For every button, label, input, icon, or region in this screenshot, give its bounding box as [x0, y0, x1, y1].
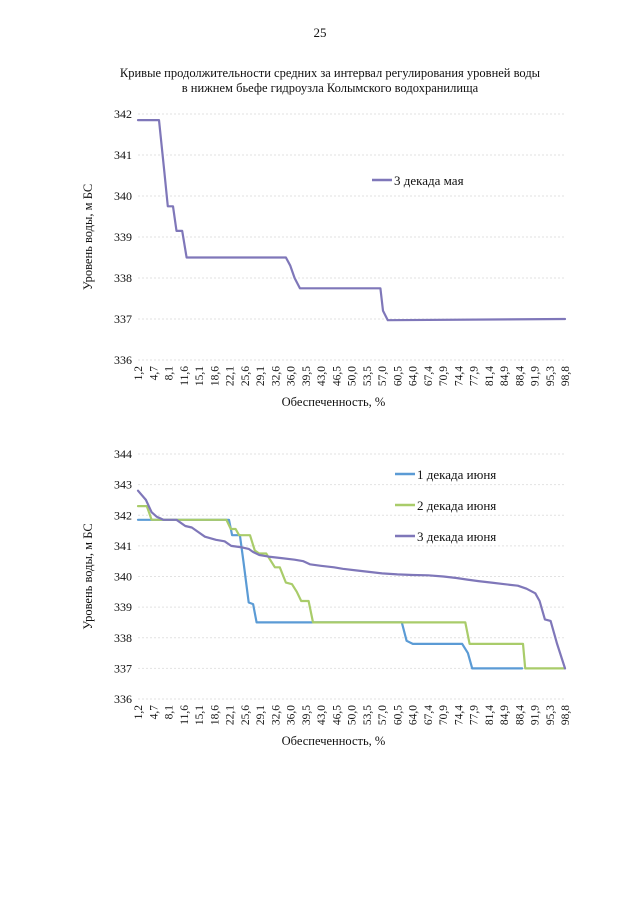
- y-tick-label: 337: [114, 312, 132, 326]
- y-tick-label: 341: [114, 148, 132, 162]
- x-tick-label: 81,4: [484, 366, 496, 386]
- x-tick-label: 18,6: [209, 705, 221, 725]
- y-tick-label: 339: [114, 230, 132, 244]
- series-line: [136, 119, 567, 322]
- x-tick-label: 88,4: [514, 705, 526, 725]
- x-tick-label: 53,5: [362, 705, 374, 725]
- x-tick-label: 53,5: [362, 366, 374, 386]
- x-tick-label: 32,6: [270, 366, 282, 386]
- x-axis-title: Обеспеченность, %: [282, 734, 386, 748]
- x-tick-label: 67,4: [423, 366, 435, 386]
- x-tick-label: 1,2: [133, 366, 145, 381]
- series-line: [136, 505, 567, 670]
- x-tick-label: 50,0: [347, 705, 359, 725]
- x-tick-label: 43,0: [316, 705, 328, 725]
- y-tick-label: 343: [114, 478, 132, 492]
- x-tick-label: 95,3: [545, 366, 557, 386]
- x-tick-label: 22,1: [225, 705, 237, 725]
- x-tick-label: 57,0: [377, 366, 389, 386]
- y-tick-label: 338: [114, 271, 132, 285]
- y-tick-label: 340: [114, 570, 132, 584]
- legend-label: 3 декада мая: [394, 173, 464, 188]
- x-tick-label: 57,0: [377, 705, 389, 725]
- x-tick-label: 46,5: [331, 366, 343, 386]
- chart-title-line2: в нижнем бьефе гидроузла Колымского водо…: [181, 81, 479, 95]
- x-axis-title: Обеспеченность, %: [282, 395, 386, 409]
- chart-may: 336 337 338 339 340 341 342 1,2 4,7 8,1 11,6 15,1 18…: [81, 107, 572, 409]
- legend-label: 1 декада июня: [417, 467, 496, 482]
- x-tick-label: 15,1: [194, 366, 206, 386]
- x-tick-label: 8,1: [164, 366, 176, 381]
- x-tick-label: 88,4: [514, 366, 526, 386]
- x-tick-label: 84,9: [499, 366, 511, 386]
- x-tick-label: 36,0: [286, 366, 298, 386]
- x-tick-label: 25,6: [240, 705, 252, 725]
- x-tick-label: 91,9: [530, 366, 542, 386]
- y-tick-label: 341: [114, 539, 132, 553]
- x-tick-label: 95,3: [545, 705, 557, 725]
- x-tick-label: 74,4: [453, 366, 465, 386]
- x-tick-label: 11,6: [179, 705, 191, 725]
- x-tick-label: 81,4: [484, 705, 496, 725]
- x-tick-label: 67,4: [423, 705, 435, 725]
- x-tick-label: 70,9: [438, 705, 450, 725]
- x-tick-label: 11,6: [179, 366, 191, 386]
- y-tick-label: 340: [114, 189, 132, 203]
- x-tick-label: 64,0: [408, 366, 420, 386]
- legend-label: 3 декада июня: [417, 529, 496, 544]
- x-tick-label: 8,1: [164, 705, 176, 720]
- x-tick-label: 1,2: [133, 705, 145, 720]
- x-tick-label: 64,0: [408, 705, 420, 725]
- x-tick-label: 46,5: [331, 705, 343, 725]
- legend-label: 2 декада июня: [417, 498, 496, 513]
- page-number: 25: [313, 25, 327, 40]
- x-tick-label: 29,1: [255, 705, 267, 725]
- x-tick-label: 22,1: [225, 366, 237, 386]
- x-tick-label: 60,5: [392, 366, 404, 386]
- x-tick-label: 50,0: [347, 366, 359, 386]
- x-tick-label: 39,5: [301, 705, 313, 725]
- y-tick-label: 342: [114, 107, 132, 121]
- x-tick-label: 32,6: [270, 705, 282, 725]
- x-tick-label: 15,1: [194, 705, 206, 725]
- x-tick-label: 4,7: [148, 705, 160, 720]
- chart-title: Кривые продолжительности средних за инте…: [90, 66, 570, 96]
- series-line: [136, 489, 567, 670]
- x-tick-label: 98,8: [560, 366, 572, 386]
- y-tick-label: 337: [114, 661, 132, 675]
- chart-june: 336 337 338 339 340 341 342 343 344 1,2 4,7 8,1 11,6…: [81, 447, 572, 748]
- y-tick-label: 336: [114, 692, 132, 706]
- x-tick-label: 91,9: [530, 705, 542, 725]
- x-tick-label: 74,4: [453, 705, 465, 725]
- x-tick-label: 4,7: [148, 366, 160, 381]
- y-axis-title: Уровень воды, м БС: [81, 184, 95, 290]
- x-tick-label: 36,0: [286, 705, 298, 725]
- chart-title-line1: Кривые продолжительности средних за инте…: [119, 66, 541, 80]
- y-tick-label: 338: [114, 631, 132, 645]
- x-tick-label: 43,0: [316, 366, 328, 386]
- x-tick-label: 70,9: [438, 366, 450, 386]
- y-tick-label: 336: [114, 353, 132, 367]
- y-tick-label: 342: [114, 508, 132, 522]
- x-tick-label: 29,1: [255, 366, 267, 386]
- x-tick-label: 77,9: [469, 705, 481, 725]
- x-tick-label: 77,9: [469, 366, 481, 386]
- y-tick-label: 339: [114, 600, 132, 614]
- x-tick-label: 39,5: [301, 366, 313, 386]
- x-tick-label: 18,6: [209, 366, 221, 386]
- x-tick-label: 84,9: [499, 705, 511, 725]
- y-tick-label: 344: [114, 447, 132, 461]
- x-tick-label: 60,5: [392, 705, 404, 725]
- y-axis-title: Уровень воды, м БС: [81, 523, 95, 629]
- x-tick-label: 25,6: [240, 366, 252, 386]
- x-tick-label: 98,8: [560, 705, 572, 725]
